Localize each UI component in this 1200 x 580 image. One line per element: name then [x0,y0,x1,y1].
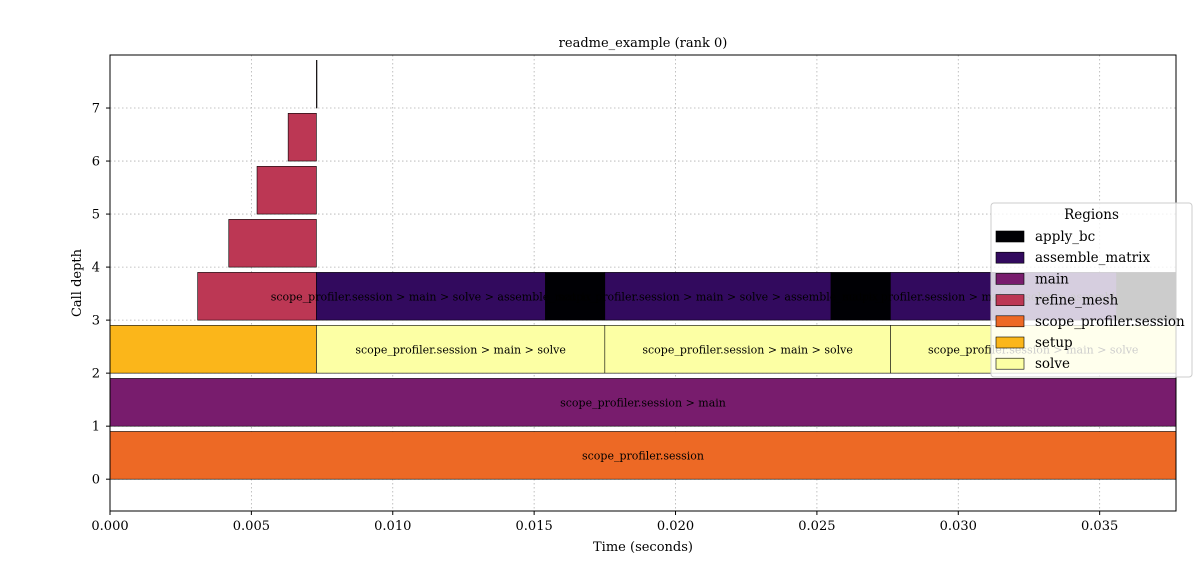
y-tick-label: 0 [92,473,100,488]
x-tick-label: 0.020 [657,519,694,534]
x-axis: 0.000 0.005 0.010 0.015 0.020 0.025 0.030 0.035 [91,511,1118,534]
bar-label: scope_profiler.session > main > solve > … [558,290,879,303]
x-tick-label: 0.010 [374,519,411,534]
bar-refine-mesh [228,219,317,268]
chart-title: readme_example (rank 0) [559,36,728,51]
bar-refine-mesh [256,166,317,215]
legend-entry-label: refine_mesh [1035,293,1119,309]
x-tick-label: 0.030 [940,519,977,534]
bar-main [109,378,1177,427]
legend-entry-label: setup [1035,335,1073,351]
y-tick-label: 1 [92,420,100,435]
legend-swatch [995,273,1025,285]
bar-label: scope_profiler.session > main > solve [355,343,566,356]
y-tick-label: 4 [92,261,100,276]
x-tick-label: 0.015 [516,519,553,534]
legend-swatch [995,357,1025,370]
bar-solve [316,325,606,374]
bar-label: scope_profiler.session [582,449,704,462]
bar-solve [604,325,891,374]
legend-entry-label: scope_profiler.session [1035,314,1185,330]
x-tick-label: 0.035 [1081,519,1118,534]
legend-swatch [995,294,1025,306]
legend-swatch [995,336,1025,349]
y-tick-label: 5 [92,208,100,223]
bar-label: scope_profiler.session > main [560,396,726,409]
legend-swatch [995,315,1025,328]
legend-title: Regions [1064,207,1119,223]
bars-layer: scope_profiler.session scope_profiler.ses… [109,60,1177,480]
y-tick-label: 2 [92,367,100,382]
y-tick-label: 6 [92,155,100,170]
y-tick-label: 3 [92,314,100,329]
y-axis-label: Call depth [70,248,85,317]
legend-swatch [995,251,1025,264]
bar-apply-bc [545,272,606,321]
legend-entry-label: apply_bc [1035,229,1095,245]
bar-setup [109,325,317,374]
x-axis-label: Time (seconds) [593,540,693,555]
x-tick-label: 0.005 [233,519,270,534]
x-tick-label: 0.000 [91,519,128,534]
bar-apply-bc [830,272,891,321]
bar-refine-mesh [197,272,317,321]
bar-scope-profiler-session [109,431,1177,480]
bar-label: scope_profiler.session > main > solve [642,343,853,356]
legend-entry-label: main [1035,271,1069,287]
legend-entry-label: assemble_matrix [1035,250,1150,266]
y-axis: 0 1 2 3 4 5 6 7 [92,102,110,488]
bar-assemble-matrix [316,272,546,321]
legend-frame [990,202,1193,378]
legend-swatch [995,230,1025,243]
bar-refine-mesh [287,113,317,162]
bar-refine-mesh [316,60,318,109]
y-tick-label: 7 [92,102,100,117]
bar-assemble-matrix [604,272,832,321]
x-tick-label: 0.025 [798,519,835,534]
legend-entry-label: solve [1035,356,1070,372]
bar-label: scope_profiler.session > main > solve > … [271,290,592,303]
